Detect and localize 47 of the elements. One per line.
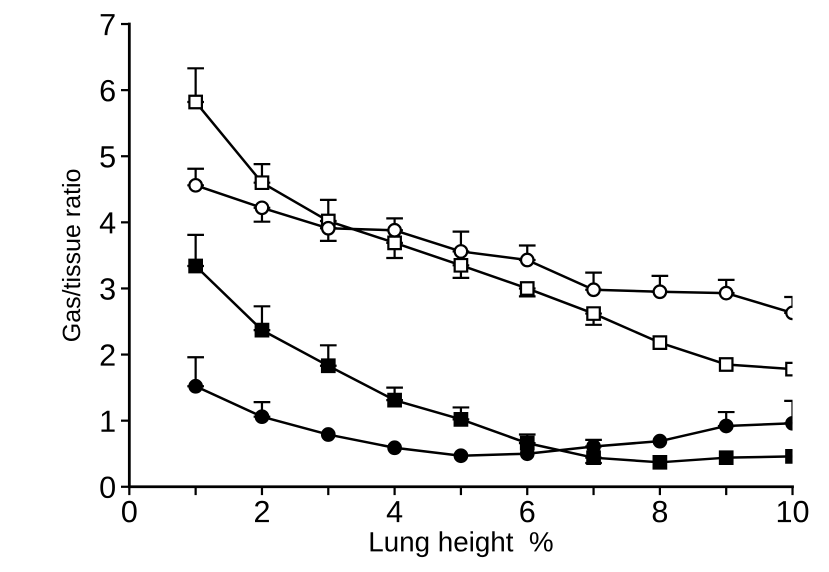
y-tick-label: 3	[100, 278, 115, 300]
point	[586, 306, 601, 321]
point	[320, 358, 336, 374]
y-tick-label: 0	[100, 476, 115, 498]
x-tick-label: 4	[386, 501, 402, 522]
y-tick-label: 6	[100, 80, 115, 102]
point	[387, 235, 402, 250]
y-tick-label: 4	[100, 212, 116, 234]
point	[652, 284, 668, 300]
point	[254, 322, 270, 338]
point	[188, 258, 204, 274]
point	[188, 378, 204, 394]
y-axis-title: Gas/tissue ratio	[62, 170, 80, 341]
x-axis-title: Lung height %	[370, 531, 553, 558]
y-tick-label: 5	[100, 146, 115, 168]
point	[254, 200, 270, 216]
point	[454, 244, 468, 259]
x-tick-label: 6	[520, 500, 534, 522]
point	[188, 178, 204, 193]
point	[254, 409, 270, 424]
point	[254, 175, 270, 190]
x-tick-label: 10	[778, 500, 808, 522]
point	[320, 427, 336, 442]
point	[387, 222, 402, 238]
point	[586, 282, 601, 298]
point	[718, 418, 734, 434]
point	[718, 450, 734, 466]
point	[652, 434, 668, 449]
x-tick-label: 2	[255, 500, 269, 522]
x-tick-label: 8	[652, 500, 668, 522]
point	[520, 281, 535, 296]
point	[454, 412, 468, 427]
y-tick-label: 2	[100, 344, 115, 366]
point	[387, 440, 402, 456]
x-tick-label: 0	[122, 500, 137, 522]
point	[454, 258, 468, 273]
y-tick-label: 1	[101, 410, 115, 432]
point	[718, 357, 734, 372]
y-tick-label: 7	[100, 14, 115, 36]
point	[387, 392, 402, 408]
point	[652, 454, 668, 470]
point	[718, 286, 734, 300]
point	[520, 252, 535, 268]
point	[652, 335, 668, 350]
point	[320, 220, 336, 236]
point	[188, 94, 204, 110]
point	[454, 448, 468, 464]
